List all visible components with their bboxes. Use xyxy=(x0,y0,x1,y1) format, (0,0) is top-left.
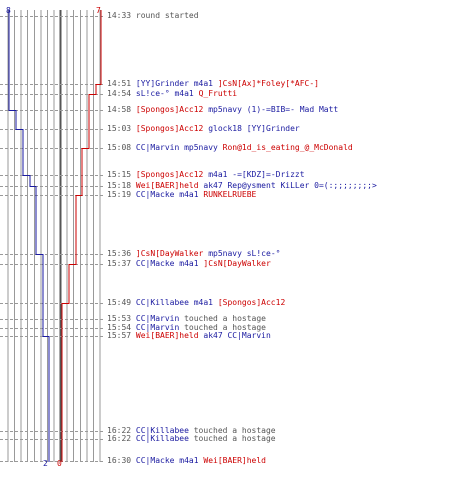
event-victim: (1)-=BIB=- Mad Matt xyxy=(246,105,339,114)
event-time: 16:22 xyxy=(107,434,132,443)
event-row: 16:30 CC|Macke m4a1 Wei[BAER]held xyxy=(107,456,266,466)
event-time: 14:58 xyxy=(107,105,132,114)
event-victim: -=[KDZ]=-Drizzt xyxy=(232,170,305,179)
event-row: 15:15 [Spongos]Acc12 m4a1 -=[KDZ]=-Drizz… xyxy=(107,170,305,180)
event-actor: CC|Marvin xyxy=(135,314,180,323)
event-killer: [Spongos]Acc12 xyxy=(135,124,204,133)
event-killer: Wei[BAER]held xyxy=(135,331,199,340)
event-killer: CC|Marvin xyxy=(135,143,180,152)
event-row: 14:54 sL!ce-° m4a1 Q_Frutti xyxy=(107,89,237,99)
event-time: 16:30 xyxy=(107,456,132,465)
event-time: 15:18 xyxy=(107,181,132,190)
event-row: 14:51 [YY]Grinder m4a1 ]CsN[Ax]*Foley[*A… xyxy=(107,79,319,89)
event-killer: [YY]Grinder xyxy=(135,79,189,88)
event-weapon: m4a1 xyxy=(208,170,228,179)
event-message: round started xyxy=(135,11,199,20)
ct-start-count: 8 xyxy=(6,6,11,15)
event-time: 15:19 xyxy=(107,190,132,199)
event-row: 15:49 CC|Killabee m4a1 [Spongos]Acc12 xyxy=(107,298,285,308)
event-weapon: m4a1 xyxy=(179,190,199,199)
event-killer: ]CsN[DayWalker xyxy=(135,249,204,258)
event-message: touched a hostage xyxy=(184,314,266,323)
event-weapon: m4a1 xyxy=(193,298,213,307)
event-killer: CC|Macke xyxy=(135,190,175,199)
event-weapon: mp5navy xyxy=(184,143,218,152)
event-message: touched a hostage xyxy=(184,323,266,332)
event-time: 14:33 xyxy=(107,11,132,20)
event-weapon: ak47 xyxy=(203,181,223,190)
event-row: 15:08 CC|Marvin mp5navy Ron@1d_is_eating… xyxy=(107,143,353,153)
event-weapon: m4a1 xyxy=(193,79,213,88)
event-victim: Q_Frutti xyxy=(198,89,238,98)
event-row: 15:37 CC|Macke m4a1 ]CsN[DayWalker xyxy=(107,259,271,269)
event-victim: Rep@ysment KiLLer 0=(:;;;;;;;;> xyxy=(227,181,377,190)
event-row: 16:22 CC|Killabee touched a hostage xyxy=(107,434,276,444)
event-victim: Wei[BAER]held xyxy=(203,456,266,465)
event-victim: [Spongos]Acc12 xyxy=(217,298,286,307)
t-alive-line xyxy=(61,10,102,462)
event-row: 15:19 CC|Macke m4a1 RUNKELRUEBE xyxy=(107,190,256,200)
event-weapon: m4a1 xyxy=(179,456,199,465)
event-victim: ]CsN[Ax]*Foley[*AFC-] xyxy=(217,79,319,88)
t-start-count: 7 xyxy=(96,6,101,15)
event-time: 14:51 xyxy=(107,79,132,88)
event-row: 15:54 CC|Marvin touched a hostage xyxy=(107,323,266,333)
event-message: touched a hostage xyxy=(193,434,276,443)
event-weapon: m4a1 xyxy=(179,259,199,268)
event-victim: Ron@1d_is_eating_@_McDonald xyxy=(222,143,353,152)
event-message: touched a hostage xyxy=(193,426,276,435)
event-row: 15:57 Wei[BAER]held ak47 CC|Marvin xyxy=(107,331,271,341)
event-time: 14:54 xyxy=(107,89,132,98)
event-row: 16:22 CC|Killabee touched a hostage xyxy=(107,426,276,436)
event-row: 15:18 Wei[BAER]held ak47 Rep@ysment KiLL… xyxy=(107,181,377,191)
event-actor: CC|Marvin xyxy=(135,323,180,332)
event-victim: sL!ce-° xyxy=(246,249,281,258)
event-actor: CC|Killabee xyxy=(135,426,189,435)
event-victim: RUNKELRUEBE xyxy=(203,190,257,199)
event-weapon: m4a1 xyxy=(174,89,194,98)
event-time: 15:36 xyxy=(107,249,132,258)
event-row: 14:33 round started xyxy=(107,11,199,21)
event-weapon: mp5navy xyxy=(208,249,242,258)
ct-end-count: 2 xyxy=(43,459,48,468)
event-time: 15:49 xyxy=(107,298,132,307)
event-killer: CC|Macke xyxy=(135,456,175,465)
event-victim: ]CsN[DayWalker xyxy=(203,259,271,268)
event-time: 15:53 xyxy=(107,314,132,323)
event-row: 14:58 [Spongos]Acc12 mp5navy (1)-=BIB=- … xyxy=(107,105,338,115)
event-killer: [Spongos]Acc12 xyxy=(135,170,204,179)
event-actor: CC|Killabee xyxy=(135,434,189,443)
event-killer: [Spongos]Acc12 xyxy=(135,105,204,114)
event-time: 15:54 xyxy=(107,323,132,332)
event-row: 15:53 CC|Marvin touched a hostage xyxy=(107,314,266,324)
event-killer: CC|Killabee xyxy=(135,298,189,307)
event-time: 15:08 xyxy=(107,143,132,152)
event-weapon: mp5navy xyxy=(208,105,242,114)
ct-alive-line xyxy=(8,10,50,462)
event-victim: CC|Marvin xyxy=(227,331,271,340)
event-time: 16:22 xyxy=(107,426,132,435)
event-row: 15:03 [Spongos]Acc12 glock18 [YY]Grinder xyxy=(107,124,300,134)
event-time: 15:15 xyxy=(107,170,132,179)
event-killer: CC|Macke xyxy=(135,259,175,268)
event-victim: [YY]Grinder xyxy=(246,124,300,133)
event-killer: Wei[BAER]held xyxy=(135,181,199,190)
event-time: 15:57 xyxy=(107,331,132,340)
event-time: 15:03 xyxy=(107,124,132,133)
event-time: 15:37 xyxy=(107,259,132,268)
event-weapon: glock18 xyxy=(208,124,242,133)
event-killer: sL!ce-° xyxy=(135,89,170,98)
event-row: 15:36 ]CsN[DayWalker mp5navy sL!ce-° xyxy=(107,249,280,259)
t-end-count: 0 xyxy=(57,459,62,468)
event-weapon: ak47 xyxy=(203,331,223,340)
